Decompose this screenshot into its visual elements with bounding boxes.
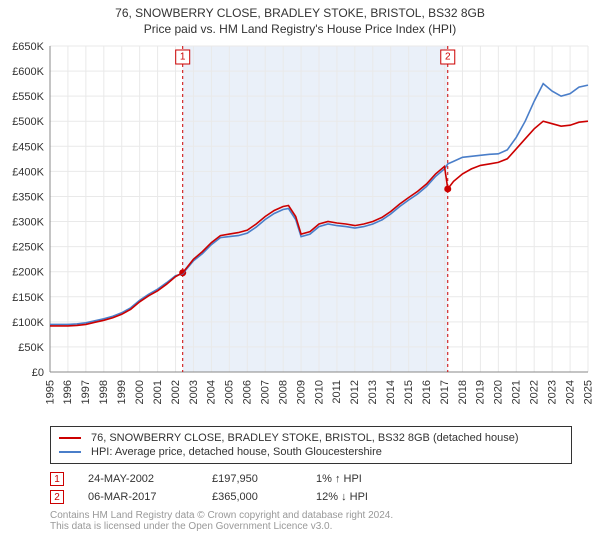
svg-text:£350K: £350K — [12, 191, 44, 203]
svg-text:2016: 2016 — [421, 380, 433, 404]
svg-text:2017: 2017 — [439, 380, 451, 404]
svg-text:2018: 2018 — [457, 380, 469, 404]
svg-text:£300K: £300K — [12, 217, 44, 229]
svg-text:2023: 2023 — [546, 380, 558, 404]
svg-text:1997: 1997 — [80, 380, 92, 404]
svg-text:£100K: £100K — [12, 317, 44, 329]
svg-text:2015: 2015 — [403, 380, 415, 404]
svg-text:£0: £0 — [32, 367, 44, 379]
svg-text:2: 2 — [445, 52, 451, 63]
svg-text:£400K: £400K — [12, 166, 44, 178]
sale-price-1: £197,950 — [212, 473, 292, 485]
attribution-line-2: This data is licensed under the Open Gov… — [50, 521, 572, 532]
svg-text:2001: 2001 — [152, 380, 164, 404]
svg-text:£200K: £200K — [12, 267, 44, 279]
svg-text:2008: 2008 — [277, 380, 289, 404]
legend: 76, SNOWBERRY CLOSE, BRADLEY STOKE, BRIS… — [50, 426, 572, 464]
attribution: Contains HM Land Registry data © Crown c… — [50, 510, 572, 532]
svg-text:£150K: £150K — [12, 292, 44, 304]
svg-text:2013: 2013 — [367, 380, 379, 404]
legend-label-hpi: HPI: Average price, detached house, Sout… — [91, 446, 382, 458]
legend-row-hpi: HPI: Average price, detached house, Sout… — [59, 445, 563, 459]
sale-row-1: 1 24-MAY-2002 £197,950 1% ↑ HPI — [50, 470, 572, 488]
svg-text:£50K: £50K — [18, 342, 44, 354]
svg-text:2012: 2012 — [349, 380, 361, 404]
sale-badge-2: 2 — [50, 490, 64, 504]
svg-text:1998: 1998 — [98, 380, 110, 404]
svg-text:2002: 2002 — [170, 380, 182, 404]
legend-swatch-property — [59, 437, 81, 439]
svg-text:2021: 2021 — [511, 380, 523, 404]
chart-svg: £0 £50K £100K £150K £200K £250K £300K £350K £400… — [0, 40, 600, 420]
svg-text:2004: 2004 — [206, 380, 218, 404]
svg-text:1996: 1996 — [62, 380, 74, 404]
svg-text:£600K: £600K — [12, 66, 44, 78]
sale-diff-1: 1% ↑ HPI — [316, 473, 362, 485]
svg-text:2010: 2010 — [313, 380, 325, 404]
svg-text:2020: 2020 — [493, 380, 505, 404]
svg-text:1: 1 — [180, 52, 186, 63]
sale-diff-2: 12% ↓ HPI — [316, 491, 368, 503]
sale-date-1: 24-MAY-2002 — [88, 473, 188, 485]
svg-text:2022: 2022 — [529, 380, 541, 404]
svg-text:1995: 1995 — [44, 380, 56, 404]
sale-date-2: 06-MAR-2017 — [88, 491, 188, 503]
svg-text:2014: 2014 — [385, 380, 397, 404]
chart-title-block: 76, SNOWBERRY CLOSE, BRADLEY STOKE, BRIS… — [0, 0, 600, 40]
svg-text:2019: 2019 — [475, 380, 487, 404]
svg-text:£250K: £250K — [12, 242, 44, 254]
sale-row-2: 2 06-MAR-2017 £365,000 12% ↓ HPI — [50, 488, 572, 506]
legend-swatch-hpi — [59, 451, 81, 453]
svg-text:2003: 2003 — [188, 380, 200, 404]
svg-text:2007: 2007 — [260, 380, 272, 404]
svg-text:£550K: £550K — [12, 91, 44, 103]
svg-text:2011: 2011 — [331, 380, 343, 404]
attribution-line-1: Contains HM Land Registry data © Crown c… — [50, 510, 572, 521]
svg-text:2006: 2006 — [242, 380, 254, 404]
svg-text:£500K: £500K — [12, 116, 44, 128]
sales-block: 1 24-MAY-2002 £197,950 1% ↑ HPI 2 06-MAR… — [50, 470, 572, 506]
svg-text:2025: 2025 — [582, 380, 594, 404]
svg-text:£650K: £650K — [12, 41, 44, 53]
legend-row-property: 76, SNOWBERRY CLOSE, BRADLEY STOKE, BRIS… — [59, 431, 563, 445]
title-subtitle: Price paid vs. HM Land Registry's House … — [10, 22, 590, 36]
chart-area: £0 £50K £100K £150K £200K £250K £300K £350K £400… — [0, 40, 600, 420]
sale-badge-1: 1 — [50, 472, 64, 486]
svg-text:1999: 1999 — [116, 380, 128, 404]
title-address: 76, SNOWBERRY CLOSE, BRADLEY STOKE, BRIS… — [10, 6, 590, 20]
legend-label-property: 76, SNOWBERRY CLOSE, BRADLEY STOKE, BRIS… — [91, 432, 519, 444]
svg-text:£450K: £450K — [12, 141, 44, 153]
sale-price-2: £365,000 — [212, 491, 292, 503]
svg-text:2009: 2009 — [295, 380, 307, 404]
svg-text:2000: 2000 — [134, 380, 146, 404]
svg-text:2005: 2005 — [224, 380, 236, 404]
svg-text:2024: 2024 — [564, 380, 576, 404]
